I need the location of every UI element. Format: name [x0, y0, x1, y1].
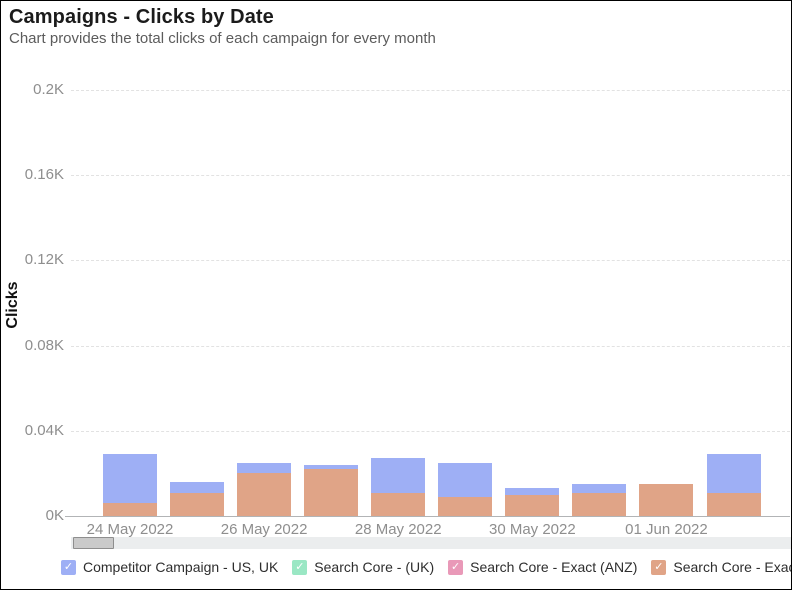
bar-segment-28-may-2022-search-core-exact-us[interactable]	[371, 492, 426, 516]
legend-item-search-core-uk[interactable]: ✓ Search Core - (UK)	[292, 559, 434, 575]
gridline-0-12k	[71, 260, 790, 262]
legend-label: Search Core - Exact (ANZ)	[470, 559, 638, 575]
legend-item-search-core-exact-us[interactable]: ✓ Search Core - Exact (US)	[651, 559, 791, 575]
gridline-0-08k	[71, 345, 790, 347]
chart-scrollbar-track[interactable]	[71, 537, 791, 549]
checkmark-icon: ✓	[654, 560, 664, 573]
checkmark-icon: ✓	[451, 560, 461, 573]
x-tick-label-01-jun-2022: 01 Jun 2022	[625, 521, 708, 538]
bar-segment-02-jun-2022-search-core-exact-us[interactable]	[706, 492, 761, 516]
gridline-0-04k	[71, 430, 790, 432]
x-tick-label-28-may-2022: 28 May 2022	[354, 521, 442, 538]
y-axis-title: Clicks	[4, 281, 21, 329]
y-tick-label-0-2k: 0.2K	[33, 81, 64, 98]
bar-segment-01-jun-2022-search-core-exact-us[interactable]	[639, 484, 694, 516]
legend-checkbox-search-core-exact-us[interactable]: ✓	[651, 559, 667, 575]
legend-item-search-core-exact-anz[interactable]: ✓ Search Core - Exact (ANZ)	[448, 559, 637, 575]
chart-legend: ✓ Competitor Campaign - US, UK ✓ Search Cor…	[61, 557, 791, 577]
legend-item-competitor-campaign-us-uk[interactable]: ✓ Competitor Campaign - US, UK	[61, 559, 278, 575]
bar-segment-24-may-2022-search-core-exact-us[interactable]	[103, 503, 157, 516]
chart-scrollbar-thumb[interactable]	[73, 537, 114, 549]
gridline-0-2k	[71, 90, 790, 91]
y-tick-label-0k: 0K	[45, 507, 64, 524]
bar-segment-25-may-2022-search-core-exact-us[interactable]	[170, 492, 225, 516]
bar-segment-27-may-2022-search-core-exact-us[interactable]	[304, 469, 359, 516]
legend-checkbox-search-core-uk[interactable]: ✓	[292, 559, 308, 575]
bar-segment-26-may-2022-search-core-exact-us[interactable]	[237, 473, 292, 516]
legend-checkbox-competitor-campaign-us-uk[interactable]: ✓	[61, 559, 76, 575]
gridline-0-16k	[71, 175, 790, 177]
x-axis-line	[65, 516, 790, 517]
legend-label: Search Core - Exact (US)	[673, 559, 791, 575]
page-subtitle: Chart provides the total clicks of each …	[9, 30, 436, 47]
bar-segment-30-may-2022-search-core-exact-us[interactable]	[505, 494, 560, 516]
bar-segment-29-may-2022-search-core-exact-us[interactable]	[438, 496, 493, 516]
y-tick-label-0-04k: 0.04K	[24, 421, 64, 439]
y-tick-label-0-08k: 0.08K	[24, 336, 64, 354]
y-tick-label-0-16k: 0.16K	[24, 166, 64, 184]
page-title: Campaigns - Clicks by Date	[9, 6, 274, 28]
y-tick-label-0-12k: 0.12K	[24, 251, 64, 269]
legend-label: Search Core - (UK)	[314, 559, 435, 575]
checkmark-icon: ✓	[295, 560, 305, 573]
x-tick-label-24-may-2022: 24 May 2022	[86, 521, 174, 538]
bar-segment-31-may-2022-search-core-exact-us[interactable]	[572, 492, 627, 516]
legend-checkbox-search-core-exact-anz[interactable]: ✓	[448, 559, 464, 575]
legend-label: Competitor Campaign - US, UK	[83, 559, 279, 575]
x-tick-label-30-may-2022: 30 May 2022	[488, 521, 576, 538]
checkmark-icon: ✓	[63, 560, 74, 573]
x-tick-label-26-may-2022: 26 May 2022	[220, 521, 308, 538]
